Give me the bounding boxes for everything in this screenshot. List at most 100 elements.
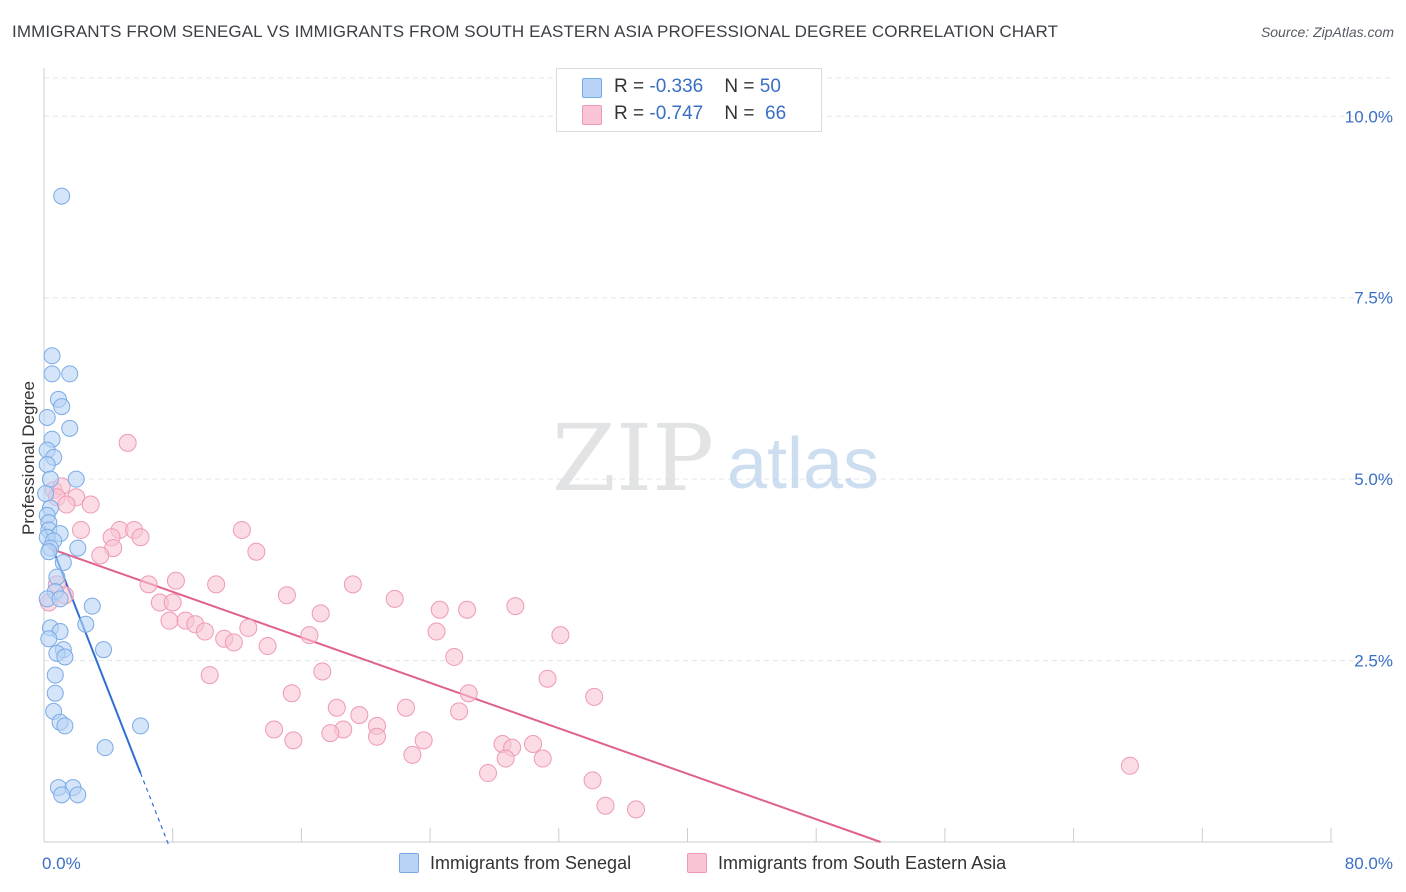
point-senegal-48: [53, 786, 71, 804]
point-sea-54: [265, 720, 284, 739]
point-sea-31: [160, 611, 179, 630]
watermark-atlas: atlas: [727, 424, 879, 504]
y-tick-label-2: 7.5%: [1354, 289, 1393, 308]
point-sea-10: [131, 528, 150, 547]
chart-title: IMMIGRANTS FROM SENEGAL VS IMMIGRANTS FR…: [12, 22, 1059, 41]
point-senegal-26: [48, 568, 66, 586]
point-senegal-6: [38, 408, 56, 426]
x-tick-label-0: 0.0%: [42, 854, 81, 873]
point-senegal-7: [61, 419, 79, 437]
point-senegal-24: [69, 539, 87, 557]
point-sea-42: [445, 647, 464, 666]
point-sea-48: [585, 687, 604, 706]
legend-swatch-senegal: [582, 78, 602, 98]
legend-sea-n-value: 66: [765, 103, 787, 124]
point-sea-57: [368, 727, 387, 746]
point-senegal-13: [41, 470, 59, 488]
point-senegal-45: [96, 739, 114, 757]
point-senegal-23: [40, 543, 58, 561]
point-sea-29: [506, 597, 525, 616]
point-sea-49: [327, 698, 346, 717]
source-label: Source: ZipAtlas.com: [1260, 24, 1394, 40]
point-sea-40: [551, 626, 570, 645]
point-sea-41: [258, 637, 277, 656]
point-sea-66: [479, 764, 498, 783]
point-sea-35: [195, 622, 214, 641]
point-sea-28: [430, 600, 449, 619]
point-senegal-25: [54, 554, 72, 572]
bottom-legend-sea-label: Immigrants from South Eastern Asia: [718, 853, 1007, 873]
legend-sea-n-label: N =: [724, 103, 760, 124]
point-sea-12: [91, 546, 110, 565]
point-senegal-44: [132, 717, 150, 735]
point-sea-67: [583, 771, 602, 790]
point-sea-39: [427, 622, 446, 641]
point-sea-50: [396, 698, 415, 717]
point-sea-25: [277, 586, 296, 605]
point-sea-18: [247, 542, 266, 561]
point-senegal-39: [46, 666, 64, 684]
point-sea-68: [1120, 756, 1139, 775]
point-sea-17: [232, 520, 251, 539]
point-senegal-11: [38, 456, 56, 474]
bottom-legend-senegal-label: Immigrants from Senegal: [430, 853, 632, 873]
point-senegal-40: [46, 684, 64, 702]
point-sea-59: [414, 731, 433, 750]
point-senegal-43: [56, 717, 74, 735]
y-tick-label-3: 10.0%: [1345, 107, 1393, 126]
point-senegal-36: [95, 641, 113, 659]
point-senegal-38: [56, 648, 74, 666]
point-sea-38: [300, 626, 319, 645]
point-sea-20: [139, 575, 158, 594]
legend-senegal-r-value: -0.336: [649, 76, 704, 97]
legend-sea-r-value: -0.747: [649, 103, 704, 124]
point-senegal-34: [40, 630, 58, 648]
point-sea-34: [239, 618, 258, 637]
point-sea-56: [321, 724, 340, 743]
point-sea-58: [284, 731, 303, 750]
point-senegal-2: [43, 365, 61, 383]
point-sea-4: [57, 495, 76, 514]
legend-senegal-n-value: 50: [759, 76, 781, 97]
point-sea-37: [224, 633, 243, 652]
y-tick-label-0: 2.5%: [1354, 652, 1393, 671]
point-sea-6: [72, 520, 91, 539]
point-sea-47: [459, 684, 478, 703]
point-sea-70: [627, 800, 646, 819]
point-sea-64: [403, 745, 422, 764]
point-senegal-14: [37, 485, 55, 503]
tick-labels: 2.5% 5.0% 7.5% 10.0% 0.0% 80.0%: [42, 107, 1393, 873]
point-sea-69: [596, 796, 615, 815]
bottom-legend-swatch-senegal: [399, 853, 419, 873]
point-sea-63: [533, 749, 552, 768]
point-sea-26: [385, 589, 404, 608]
point-senegal-30: [83, 597, 101, 615]
points-south-eastern-asia: [39, 433, 1139, 819]
point-sea-5: [81, 495, 100, 514]
legend-swatch-sea: [582, 105, 602, 125]
watermark-zip: ZIP: [552, 405, 714, 512]
point-senegal-33: [77, 615, 95, 633]
point-sea-46: [282, 684, 301, 703]
point-sea-16: [118, 433, 137, 452]
point-senegal-1: [43, 347, 61, 365]
point-senegal-29: [51, 590, 69, 608]
point-sea-19: [166, 571, 185, 590]
point-sea-44: [313, 662, 332, 681]
x-tick-label-1: 80.0%: [1345, 854, 1393, 873]
point-sea-27: [458, 600, 477, 619]
point-senegal-12: [67, 470, 85, 488]
point-sea-65: [496, 749, 515, 768]
point-sea-30: [311, 604, 330, 623]
bottom-legend-swatch-sea: [687, 853, 707, 873]
point-sea-24: [163, 593, 182, 612]
point-sea-52: [350, 706, 369, 724]
point-sea-21: [207, 575, 226, 594]
trendlines: [43, 525, 881, 848]
watermark: ZIP atlas: [552, 405, 879, 512]
y-axis-label: Professional Degree: [19, 381, 38, 535]
y-tick-label-1: 5.0%: [1354, 470, 1393, 489]
legend-senegal-n-label: N =: [724, 76, 760, 97]
point-senegal-49: [69, 786, 87, 804]
